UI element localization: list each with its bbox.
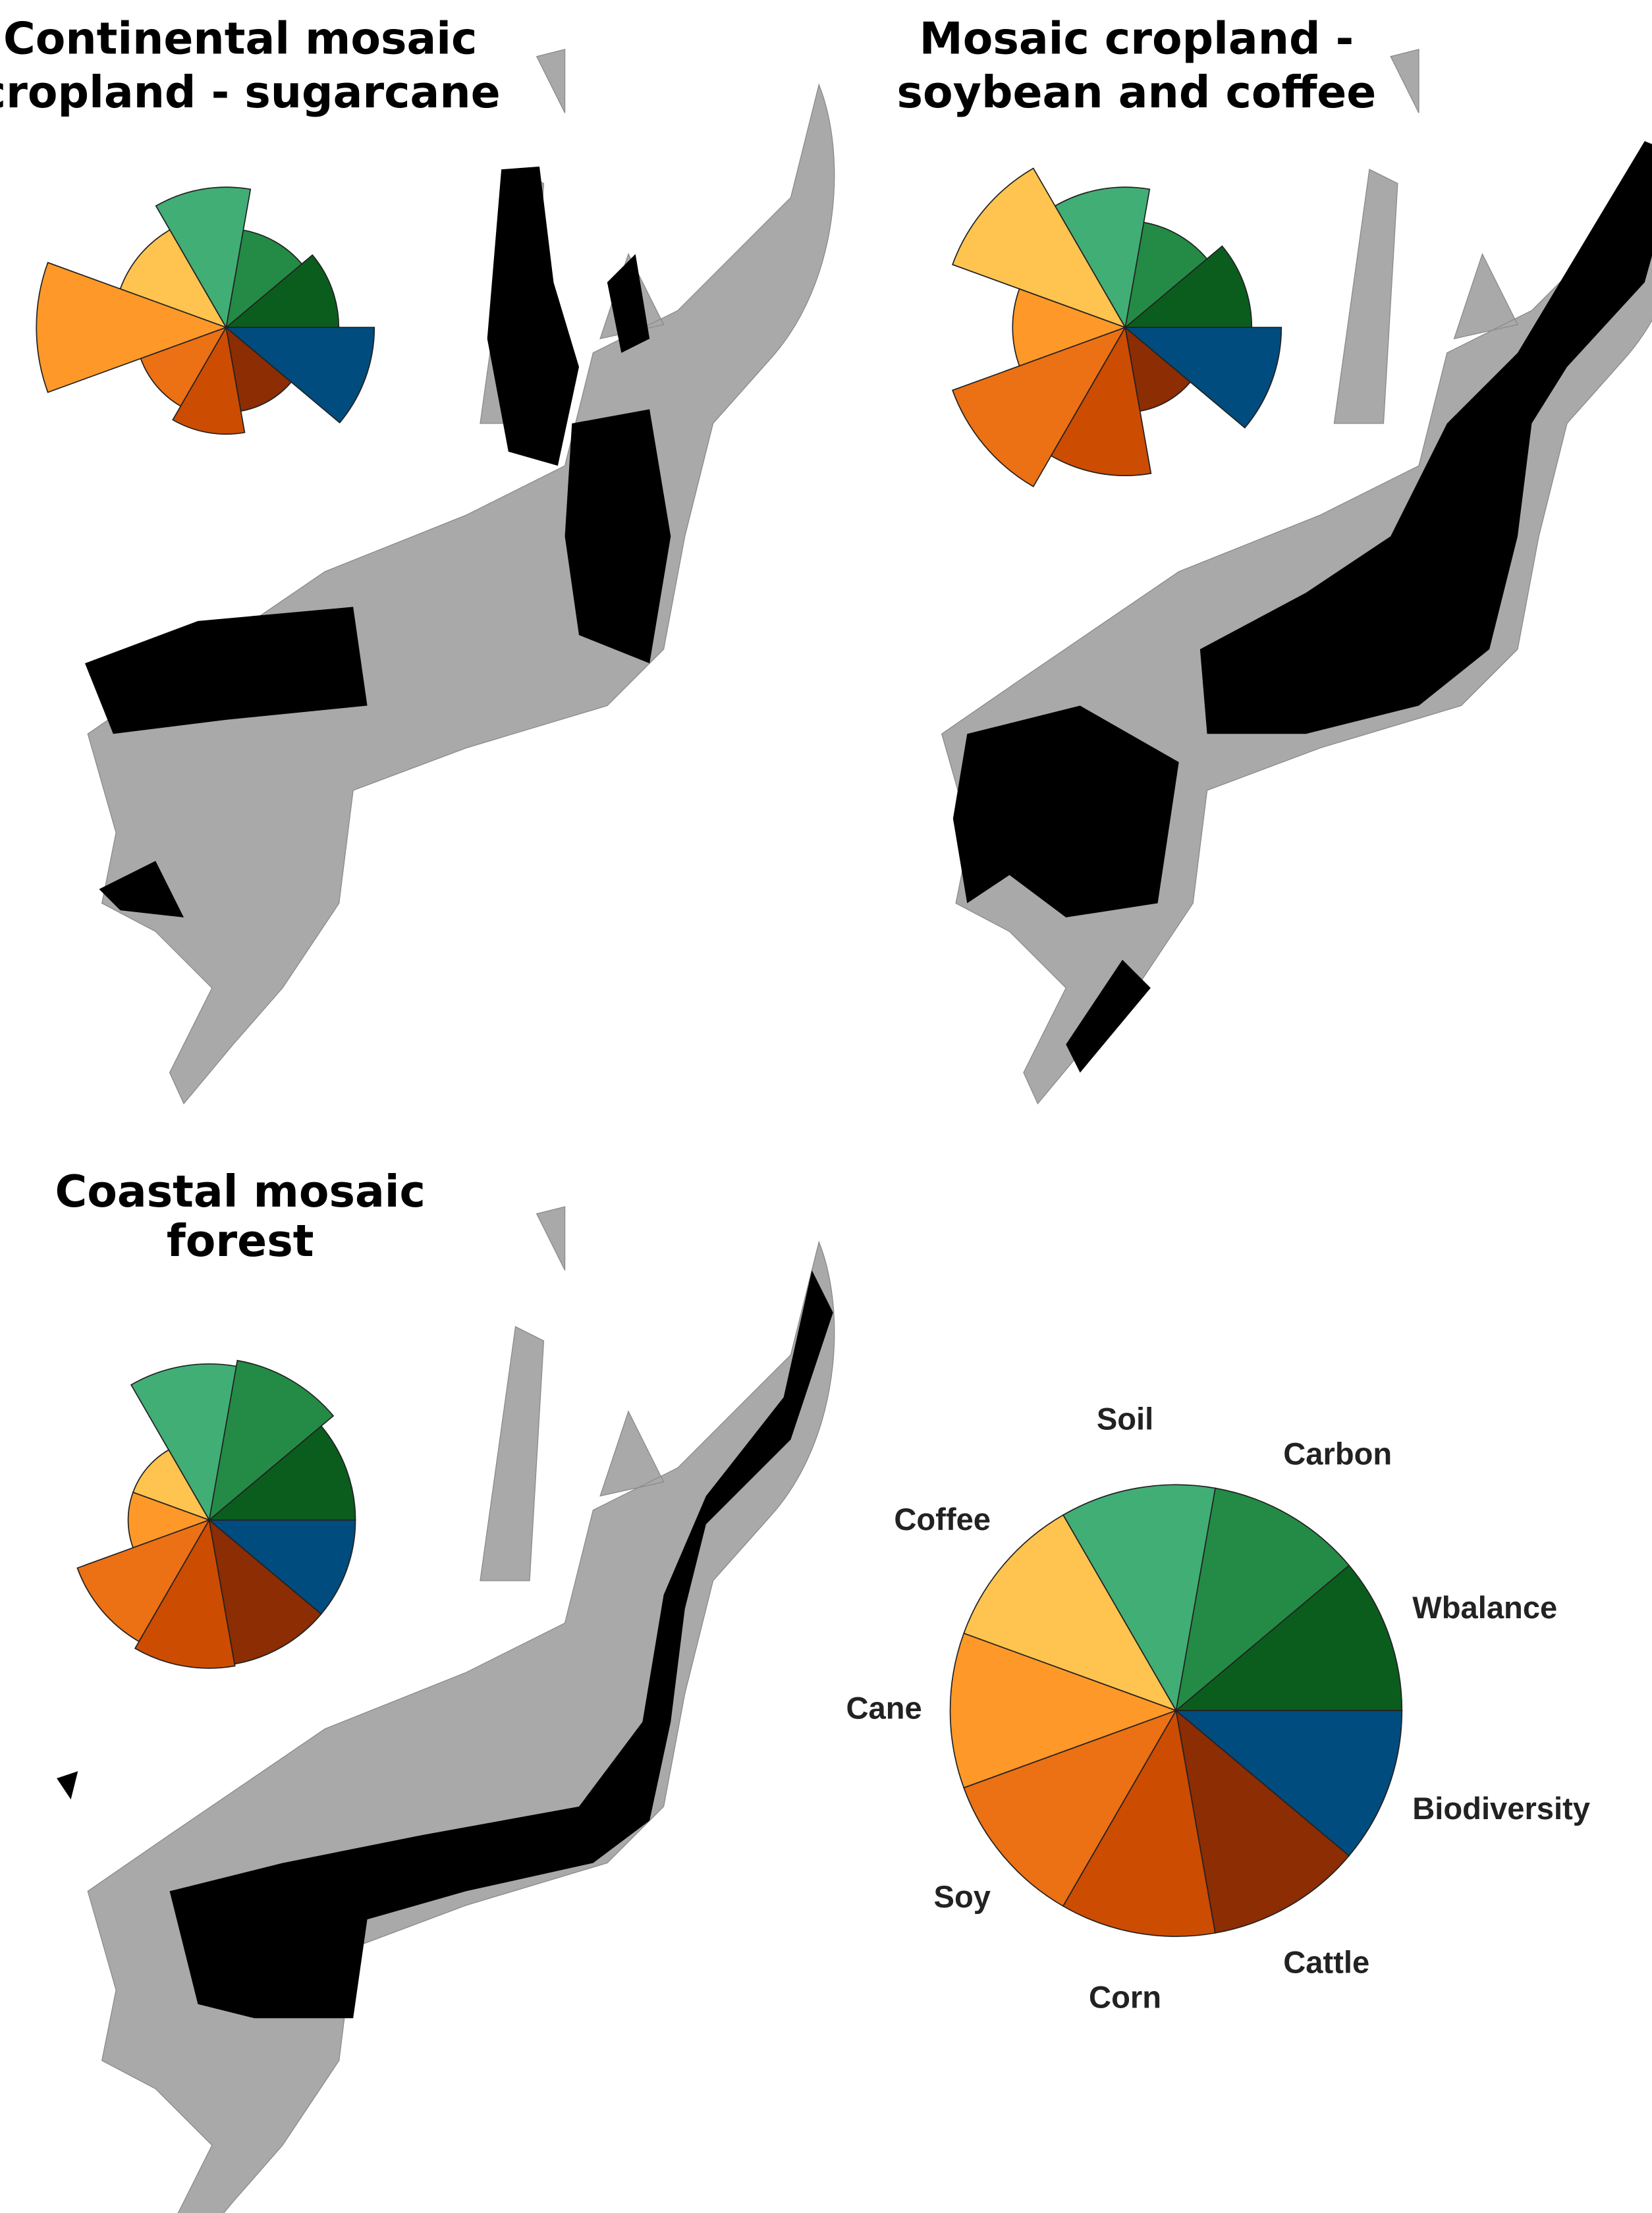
pie-slice: [963, 1709, 1178, 1907]
rose-wedge: [130, 1363, 237, 1522]
rose-wedge: [127, 1491, 211, 1549]
rose-wedge: [224, 327, 375, 423]
map-patch: [85, 166, 671, 917]
chart-title: Coastal mosaic: [55, 1166, 426, 1217]
rose-wedge: [952, 167, 1127, 329]
rose-wedge: [119, 229, 228, 329]
map: [941, 48, 1652, 1105]
rose-wedge: [132, 1449, 211, 1521]
chart-title: forest: [167, 1215, 314, 1267]
rose-wedge: [1123, 327, 1282, 429]
pie-slice: [1062, 1708, 1216, 1937]
pie-label: Cattle: [1283, 1945, 1369, 1980]
pie-slice: [963, 1514, 1178, 1712]
rose-wedge: [36, 261, 228, 393]
rose-wedge: [76, 1519, 211, 1643]
pie-label: Soy: [934, 1879, 991, 1914]
pie-slice: [949, 1632, 1178, 1789]
chart-title: soybean and coffee: [897, 67, 1377, 118]
rose-wedge: [1054, 186, 1151, 329]
pie-label: Wbalance: [1412, 1590, 1557, 1625]
pie-label: Biodiversity: [1412, 1791, 1590, 1826]
rose-wedge: [140, 326, 228, 407]
rose-wedge: [207, 1425, 356, 1521]
pie-slice: [1174, 1710, 1403, 1857]
rose-wedge: [208, 1518, 322, 1665]
map-patch: [57, 1270, 833, 2019]
map-land: [87, 1206, 835, 2213]
pie-slice: [1174, 1564, 1403, 1711]
rose-wedge: [1124, 325, 1192, 412]
chart-title: Mosaic cropland -: [920, 13, 1354, 64]
chart-title: Continental mosaic: [3, 13, 477, 64]
rose-wedge: [1012, 288, 1127, 367]
pie-slice: [1062, 1484, 1216, 1712]
pie-label: Corn: [1089, 1980, 1161, 2015]
chart-title: cropland - sugarcane: [0, 67, 501, 118]
rose-wedge: [1050, 325, 1152, 476]
map: [57, 1206, 835, 2213]
map-patch: [952, 141, 1652, 1073]
rose-wedge: [207, 1519, 356, 1615]
rose-wedge: [134, 1518, 236, 1669]
rose-wedge: [1124, 221, 1208, 329]
rose-wedge: [208, 1359, 335, 1522]
pie-label: Cane: [846, 1691, 922, 1726]
pie-label: Carbon: [1283, 1436, 1392, 1471]
rose-wedge: [225, 229, 303, 329]
rose-wedge: [172, 325, 246, 435]
rose-wedge: [155, 186, 252, 329]
pie-slice: [1175, 1487, 1350, 1712]
pie-label: Soil: [1097, 1402, 1153, 1436]
rose-wedge: [225, 325, 292, 412]
rose-wedge: [952, 326, 1127, 487]
rose-wedge: [1123, 245, 1253, 328]
pie-slice: [1175, 1708, 1350, 1934]
map: [85, 48, 835, 1105]
pie-label: Coffee: [894, 1502, 991, 1537]
rose-wedge: [224, 254, 340, 328]
